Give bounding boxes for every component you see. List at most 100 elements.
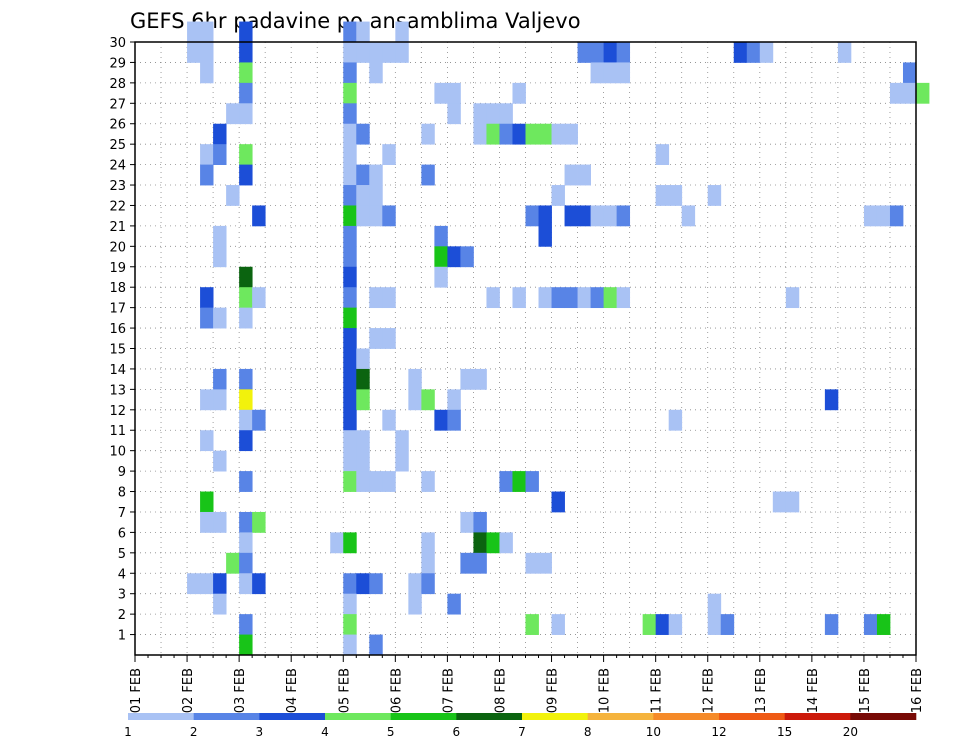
x-tick-label: 02 FEB bbox=[181, 668, 196, 713]
legend-label: 4 bbox=[321, 725, 329, 739]
heatmap-cell bbox=[421, 552, 435, 574]
heatmap-cell bbox=[564, 205, 578, 227]
x-tick-label: 08 FEB bbox=[493, 668, 508, 713]
heatmap-cell bbox=[343, 307, 357, 329]
y-tick-label: 27 bbox=[109, 97, 126, 112]
legend-swatch bbox=[390, 713, 457, 720]
heatmap-cell bbox=[343, 266, 357, 288]
heatmap-cell bbox=[239, 42, 253, 63]
heatmap-cell bbox=[486, 123, 500, 145]
x-tick-label: 13 FEB bbox=[754, 668, 769, 713]
heatmap-cell bbox=[434, 246, 448, 268]
x-tick-label: 16 FEB bbox=[910, 668, 925, 713]
heatmap-cell bbox=[655, 185, 670, 206]
heatmap-cell bbox=[369, 287, 383, 309]
heatmap-cell bbox=[226, 552, 240, 574]
heatmap-cell bbox=[525, 471, 539, 492]
heatmap-cell bbox=[512, 82, 526, 104]
legend-label: 2 bbox=[190, 725, 198, 739]
heatmap-cell bbox=[642, 614, 657, 635]
heatmap-cell bbox=[512, 123, 526, 145]
heatmap-cell bbox=[239, 266, 253, 288]
heatmap-cell bbox=[343, 42, 357, 63]
heatmap-cell bbox=[369, 205, 383, 227]
heatmap-cell bbox=[343, 593, 357, 615]
y-tick-label: 9 bbox=[118, 465, 126, 480]
cells bbox=[187, 21, 930, 656]
heatmap-cell bbox=[252, 287, 266, 309]
heatmap-cell bbox=[863, 205, 878, 227]
legend-swatch bbox=[850, 713, 917, 720]
y-tick-label: 7 bbox=[118, 506, 126, 521]
heatmap-cell bbox=[382, 205, 396, 227]
heatmap-cell bbox=[499, 123, 513, 145]
x-tick-label: 12 FEB bbox=[702, 668, 717, 713]
heatmap-cell bbox=[252, 511, 266, 533]
heatmap-cell bbox=[824, 614, 839, 635]
y-tick-label: 8 bbox=[118, 486, 126, 501]
heatmap-cell bbox=[343, 450, 357, 472]
heatmap-cell bbox=[239, 511, 253, 533]
heatmap-cell bbox=[408, 389, 422, 411]
legend-label: 10 bbox=[646, 725, 661, 739]
legend-swatch bbox=[325, 713, 391, 720]
y-tick-label: 23 bbox=[109, 179, 126, 194]
heatmap-cell bbox=[499, 532, 513, 554]
x-tick-label: 07 FEB bbox=[441, 668, 456, 713]
heatmap-cell bbox=[499, 471, 513, 492]
heatmap-cell bbox=[902, 62, 917, 84]
heatmap-cell bbox=[473, 123, 487, 145]
heatmap-cell bbox=[369, 573, 383, 595]
heatmap-cell bbox=[369, 634, 383, 656]
heatmap-cell bbox=[343, 144, 357, 165]
heatmap-cell bbox=[707, 593, 722, 615]
heatmap-cell bbox=[486, 103, 500, 125]
heatmap-cell bbox=[577, 205, 591, 227]
heatmap-cell bbox=[213, 368, 227, 390]
heatmap-cell bbox=[239, 21, 253, 43]
heatmap-cell bbox=[239, 144, 253, 165]
heatmap-cell bbox=[382, 409, 396, 431]
x-axis: 01 FEB 02 FEB 03 FEB 04 FEB 05 FEB 06 FEB 07 F… bbox=[129, 655, 925, 713]
heatmap-cell bbox=[382, 287, 396, 309]
heatmap-cell bbox=[356, 389, 370, 411]
heatmap-cell bbox=[421, 164, 435, 186]
y-tick-label: 28 bbox=[109, 77, 126, 92]
heatmap-cell bbox=[473, 532, 487, 554]
heatmap-cell bbox=[343, 103, 357, 125]
heatmap-cell bbox=[369, 42, 383, 63]
heatmap-cell bbox=[421, 532, 435, 554]
heatmap-cell bbox=[187, 573, 201, 595]
heatmap-cell bbox=[395, 450, 409, 472]
heatmap-cell bbox=[213, 307, 227, 329]
legend-swatch bbox=[456, 713, 523, 720]
heatmap-cell bbox=[473, 511, 487, 533]
heatmap-cell bbox=[538, 225, 552, 247]
legend-swatch bbox=[193, 713, 260, 720]
x-tick-label: 09 FEB bbox=[546, 668, 561, 713]
heatmap-cell bbox=[434, 266, 448, 288]
x-tick-label: 04 FEB bbox=[285, 668, 300, 713]
y-tick-label: 30 bbox=[109, 36, 126, 51]
heatmap-cell bbox=[824, 389, 839, 411]
heatmap-cell bbox=[213, 225, 227, 247]
y-tick-label: 25 bbox=[109, 138, 126, 153]
heatmap-cell bbox=[343, 225, 357, 247]
heatmap-cell bbox=[668, 614, 683, 635]
heatmap-cell bbox=[239, 164, 253, 186]
x-tick-label: 06 FEB bbox=[389, 668, 404, 713]
heatmap-cell bbox=[876, 614, 891, 635]
heatmap-cell bbox=[668, 409, 683, 431]
y-tick-label: 13 bbox=[109, 383, 126, 398]
heatmap-cell bbox=[785, 287, 800, 309]
heatmap-cell bbox=[655, 144, 670, 165]
heatmap-cell bbox=[200, 491, 214, 513]
heatmap-cell bbox=[343, 328, 357, 349]
heatmap-cell bbox=[239, 82, 253, 104]
y-tick-label: 19 bbox=[109, 261, 126, 276]
heatmap-cell bbox=[343, 82, 357, 104]
heatmap-cell bbox=[239, 409, 253, 431]
heatmap-cell bbox=[564, 123, 578, 145]
heatmap-cell bbox=[538, 552, 552, 574]
legend-label: 6 bbox=[453, 725, 461, 739]
